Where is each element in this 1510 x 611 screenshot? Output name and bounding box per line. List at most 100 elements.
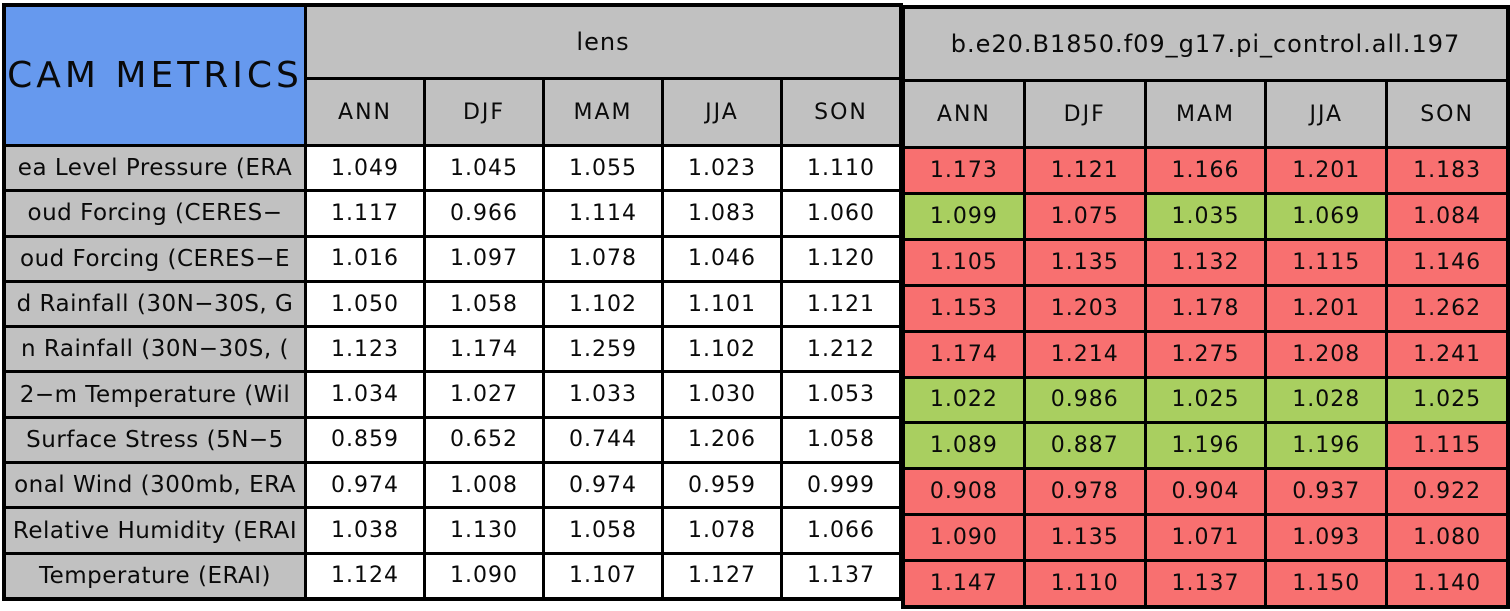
case-value-cell: 1.090 bbox=[905, 516, 1023, 560]
lens-value-cell: 0.652 bbox=[426, 418, 542, 462]
lens-value-cell: 0.974 bbox=[307, 464, 423, 507]
row-label: oud Forcing (CERES− bbox=[6, 192, 304, 235]
case-value-cell: 1.174 bbox=[905, 332, 1023, 376]
lens-value-cell: 1.090 bbox=[426, 554, 542, 597]
season-header: ANN bbox=[307, 80, 423, 144]
season-header: JJA bbox=[1267, 82, 1386, 146]
case-value-cell: 1.135 bbox=[1025, 240, 1144, 284]
case-value-cell: 1.140 bbox=[1388, 562, 1506, 605]
row-label: 2−m Temperature (Wil bbox=[6, 373, 304, 416]
case-value-cell: 1.150 bbox=[1267, 562, 1386, 605]
case-value-cell: 1.089 bbox=[905, 424, 1023, 468]
lens-value-cell: 1.110 bbox=[783, 147, 899, 190]
row-label: n Rainfall (30N−30S, ( bbox=[6, 328, 304, 371]
case-value-cell: 0.887 bbox=[1025, 424, 1144, 468]
case-value-cell: 1.183 bbox=[1388, 149, 1506, 192]
season-header: JJA bbox=[664, 80, 780, 144]
lens-value-cell: 1.060 bbox=[783, 192, 899, 235]
case-table: b.e20.B1850.f09_g17.pi_control.all.197 A… bbox=[901, 5, 1510, 609]
row-label: Surface Stress (5N−5 bbox=[6, 418, 304, 462]
case-value-cell: 1.025 bbox=[1146, 378, 1265, 422]
case-value-cell: 1.075 bbox=[1025, 194, 1144, 238]
case-value-cell: 1.166 bbox=[1146, 149, 1265, 192]
lens-value-cell: 1.130 bbox=[426, 509, 542, 552]
case-value-cell: 1.115 bbox=[1267, 240, 1386, 284]
lens-value-cell: 0.744 bbox=[545, 418, 661, 462]
season-header: DJF bbox=[1025, 82, 1144, 146]
row-label: ea Level Pressure (ERA bbox=[6, 147, 304, 190]
lens-value-cell: 1.083 bbox=[664, 192, 780, 235]
lens-value-cell: 0.999 bbox=[783, 464, 899, 507]
season-header: ANN bbox=[905, 82, 1023, 146]
lens-value-cell: 1.212 bbox=[783, 328, 899, 371]
case-value-cell: 1.203 bbox=[1025, 286, 1144, 330]
season-header: SON bbox=[783, 80, 899, 144]
case-value-cell: 1.153 bbox=[905, 286, 1023, 330]
lens-value-cell: 1.078 bbox=[545, 237, 661, 280]
case-value-cell: 1.093 bbox=[1267, 516, 1386, 560]
case-value-cell: 1.110 bbox=[1025, 562, 1144, 605]
lens-value-cell: 1.078 bbox=[664, 509, 780, 552]
row-label: oud Forcing (CERES−E bbox=[6, 237, 304, 280]
lens-value-cell: 0.859 bbox=[307, 418, 423, 462]
case-value-cell: 1.025 bbox=[1388, 378, 1506, 422]
lens-value-cell: 1.101 bbox=[664, 282, 780, 326]
case-value-cell: 1.214 bbox=[1025, 332, 1144, 376]
lens-value-cell: 1.023 bbox=[664, 147, 780, 190]
lens-value-cell: 1.107 bbox=[545, 554, 661, 597]
case-value-cell: 1.105 bbox=[905, 240, 1023, 284]
case-value-cell: 1.262 bbox=[1388, 286, 1506, 330]
case-value-cell: 0.908 bbox=[905, 470, 1023, 514]
lens-value-cell: 0.966 bbox=[426, 192, 542, 235]
case-value-cell: 1.135 bbox=[1025, 516, 1144, 560]
lens-value-cell: 1.016 bbox=[307, 237, 423, 280]
lens-table: CAM METRICS lens ANN DJF MAM JJA SON ea Level… bbox=[2, 3, 903, 601]
lens-value-cell: 0.959 bbox=[664, 464, 780, 507]
lens-value-cell: 1.066 bbox=[783, 509, 899, 552]
case-value-cell: 1.035 bbox=[1146, 194, 1265, 238]
lens-value-cell: 1.055 bbox=[545, 147, 661, 190]
season-header: DJF bbox=[426, 80, 542, 144]
season-header: SON bbox=[1388, 82, 1506, 146]
case-value-cell: 1.121 bbox=[1025, 149, 1144, 192]
case-value-cell: 0.922 bbox=[1388, 470, 1506, 514]
lens-value-cell: 1.008 bbox=[426, 464, 542, 507]
case-value-cell: 1.196 bbox=[1146, 424, 1265, 468]
lens-value-cell: 1.049 bbox=[307, 147, 423, 190]
lens-value-cell: 1.034 bbox=[307, 373, 423, 416]
group-header-case: b.e20.B1850.f09_g17.pi_control.all.197 bbox=[905, 9, 1506, 79]
case-value-cell: 1.201 bbox=[1267, 149, 1386, 192]
lens-value-cell: 1.027 bbox=[426, 373, 542, 416]
lens-value-cell: 1.045 bbox=[426, 147, 542, 190]
lens-value-cell: 1.117 bbox=[307, 192, 423, 235]
lens-value-cell: 1.046 bbox=[664, 237, 780, 280]
lens-value-cell: 1.123 bbox=[307, 328, 423, 371]
lens-value-cell: 1.050 bbox=[307, 282, 423, 326]
case-value-cell: 1.137 bbox=[1146, 562, 1265, 605]
case-value-cell: 0.986 bbox=[1025, 378, 1144, 422]
lens-value-cell: 1.174 bbox=[426, 328, 542, 371]
case-value-cell: 1.196 bbox=[1267, 424, 1386, 468]
case-value-cell: 1.275 bbox=[1146, 332, 1265, 376]
lens-value-cell: 1.053 bbox=[783, 373, 899, 416]
case-value-cell: 1.099 bbox=[905, 194, 1023, 238]
case-value-cell: 1.069 bbox=[1267, 194, 1386, 238]
season-header: MAM bbox=[1146, 82, 1265, 146]
row-label: onal Wind (300mb, ERA bbox=[6, 464, 304, 507]
case-value-cell: 0.904 bbox=[1146, 470, 1265, 514]
case-value-cell: 1.084 bbox=[1388, 194, 1506, 238]
lens-value-cell: 0.974 bbox=[545, 464, 661, 507]
lens-value-cell: 1.058 bbox=[783, 418, 899, 462]
case-value-cell: 1.115 bbox=[1388, 424, 1506, 468]
case-value-cell: 1.208 bbox=[1267, 332, 1386, 376]
lens-value-cell: 1.127 bbox=[664, 554, 780, 597]
case-value-cell: 1.146 bbox=[1388, 240, 1506, 284]
lens-value-cell: 1.058 bbox=[426, 282, 542, 326]
case-value-cell: 1.071 bbox=[1146, 516, 1265, 560]
case-value-cell: 1.028 bbox=[1267, 378, 1386, 422]
lens-value-cell: 1.121 bbox=[783, 282, 899, 326]
lens-value-cell: 1.030 bbox=[664, 373, 780, 416]
lens-value-cell: 1.097 bbox=[426, 237, 542, 280]
case-value-cell: 0.978 bbox=[1025, 470, 1144, 514]
